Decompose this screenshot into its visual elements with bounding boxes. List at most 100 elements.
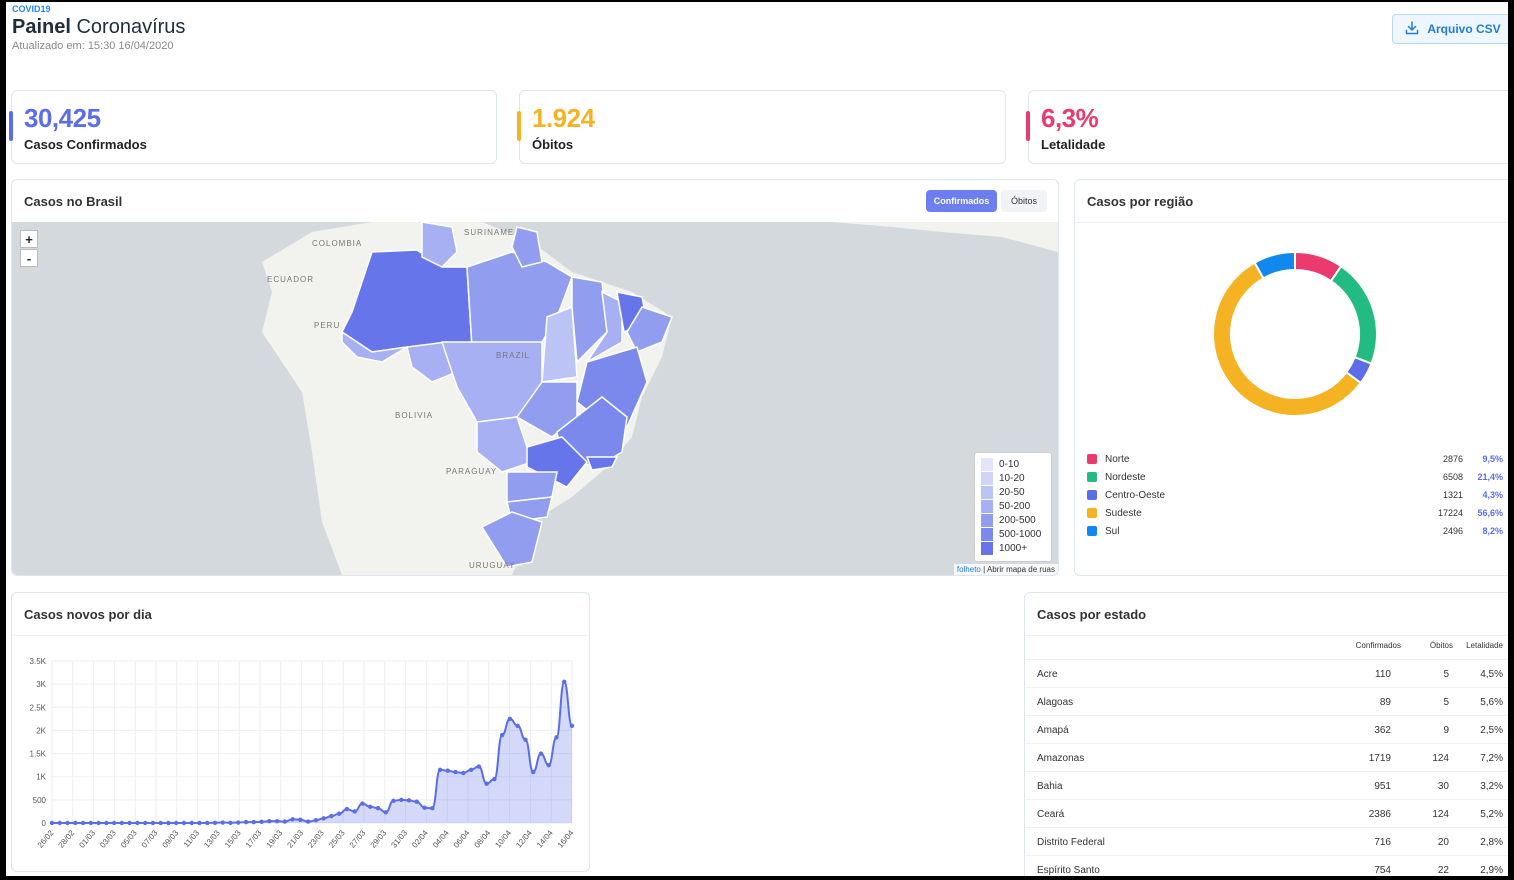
deaths-cell: 5	[1443, 669, 1449, 680]
x-tick-label: 25/03	[327, 828, 347, 850]
brazil-map[interactable]: COLOMBIA SURINAME ECUADOR PERU BRAZIL BO…	[12, 222, 1058, 575]
page-title: Painel Coronavírus	[12, 16, 185, 39]
x-tick-label: 02/04	[410, 828, 430, 850]
x-tick-label: 04/04	[431, 828, 451, 850]
legend-row: 1000+	[981, 541, 1045, 555]
updated-timestamp: Atualizado em: 15:30 16/04/2020	[12, 40, 174, 52]
data-point	[476, 764, 482, 769]
data-point	[399, 797, 404, 803]
legend-range: 10-20	[999, 472, 1025, 484]
data-point	[313, 818, 319, 823]
data-point	[96, 820, 101, 826]
table-row: Acre 110 5 4,5%	[1025, 659, 1508, 687]
lethality-cell: 4,5%	[1480, 669, 1503, 680]
legend-swatch	[981, 471, 993, 485]
toggle-deaths[interactable]: Óbitos	[1001, 190, 1047, 212]
deaths-cell: 124	[1432, 753, 1449, 764]
data-point	[352, 809, 357, 814]
card-divider	[1075, 222, 1508, 223]
legend-swatch	[981, 513, 993, 527]
deaths-cell: 9	[1443, 725, 1449, 736]
data-point	[290, 817, 295, 822]
land-northeast	[832, 222, 1058, 252]
data-point	[181, 820, 187, 826]
download-csv-button[interactable]: Arquivo CSV	[1392, 14, 1508, 44]
region-percent: 56,6%	[1477, 508, 1503, 518]
x-tick-label: 16/04	[556, 828, 576, 850]
deaths-label: Óbitos	[532, 137, 574, 152]
lethality-cell: 5,6%	[1480, 697, 1503, 708]
state-rio-grande-do-sul	[480, 511, 543, 568]
data-point	[329, 813, 334, 819]
data-point	[135, 820, 140, 826]
state-rondonia	[406, 341, 458, 383]
state-name: Amapá	[1037, 725, 1069, 736]
col-header-lethality: Letalidade	[1466, 641, 1503, 650]
data-point	[127, 820, 132, 826]
data-point	[189, 820, 194, 826]
state-name: Amazonas	[1037, 753, 1085, 764]
data-point	[142, 820, 148, 826]
region-cases: 6508	[1442, 472, 1463, 482]
data-point	[80, 820, 86, 826]
legend-range: 1000+	[999, 542, 1028, 554]
data-point	[298, 817, 303, 822]
deaths-cell: 30	[1437, 781, 1449, 792]
confirmed-cell: 1719	[1368, 753, 1391, 764]
state-tocantins	[541, 305, 578, 383]
map-label-bolivia: BOLIVIA	[395, 411, 433, 420]
map-card-title: Casos no Brasil	[24, 194, 123, 209]
data-point	[375, 805, 381, 811]
x-tick-label: 29/03	[369, 828, 389, 850]
lethality-cell: 2,8%	[1480, 837, 1503, 848]
confirmed-label: Casos Confirmados	[24, 137, 147, 152]
data-point	[453, 769, 458, 775]
x-tick-label: 15/03	[223, 828, 243, 850]
legend-range: 500-1000	[999, 528, 1042, 540]
data-point	[228, 820, 233, 825]
table-row: Bahia 951 30 3,2%	[1025, 771, 1508, 799]
attribution-link[interactable]: folheto	[956, 565, 981, 574]
region-percent: 8,2%	[1482, 526, 1503, 536]
data-point	[515, 723, 520, 728]
x-tick-label: 13/03	[202, 828, 222, 850]
confirmed-cell: 362	[1374, 725, 1391, 736]
x-tick-label: 23/03	[306, 828, 326, 850]
data-point	[430, 805, 435, 811]
region-name: Centro-Oeste	[1105, 489, 1166, 501]
data-point	[88, 820, 94, 826]
legend-row: 500-1000	[981, 527, 1045, 541]
map-legend: 0-10 10-20 20-50 50-200 200-500 500-1000…	[974, 452, 1052, 562]
region-cases: 2496	[1442, 526, 1463, 536]
col-header-confirmed: Confirmados	[1355, 641, 1401, 650]
data-point	[119, 820, 125, 826]
map-label-ecuador: ECUADOR	[267, 275, 314, 284]
x-tick-label: 19/03	[265, 828, 285, 850]
state-maranhao	[571, 276, 608, 364]
data-point	[360, 801, 365, 806]
zoom-in-button[interactable]: +	[20, 230, 38, 248]
state-northeast-coast	[626, 306, 673, 353]
map-attribution: folheto | Abrir mapa de ruas	[953, 564, 1058, 575]
region-row: Sul 2496 8,2%	[1087, 522, 1503, 540]
state-rio-de-janeiro	[585, 456, 619, 471]
deaths-cell: 22	[1437, 865, 1449, 876]
data-point	[406, 798, 412, 803]
confirmed-cell: 2386	[1368, 809, 1391, 820]
lethality-value: 6,3%	[1041, 103, 1099, 133]
data-point	[150, 820, 156, 826]
data-point	[57, 820, 62, 826]
data-point	[546, 762, 551, 768]
data-point	[267, 818, 272, 824]
region-swatch	[1087, 490, 1097, 500]
region-percent: 9,5%	[1482, 454, 1503, 464]
download-csv-label: Arquivo CSV	[1427, 22, 1501, 36]
data-point	[368, 804, 373, 809]
stat-card-lethality: 6,3% Letalidade	[1026, 90, 1508, 164]
x-tick-label: 10/04	[493, 828, 513, 850]
toggle-confirmed[interactable]: Confirmados	[926, 190, 997, 212]
x-tick-label: 09/03	[161, 828, 181, 850]
zoom-out-button[interactable]: -	[20, 249, 38, 267]
lethality-cell: 5,2%	[1480, 809, 1503, 820]
y-tick-label: 500	[33, 796, 47, 805]
